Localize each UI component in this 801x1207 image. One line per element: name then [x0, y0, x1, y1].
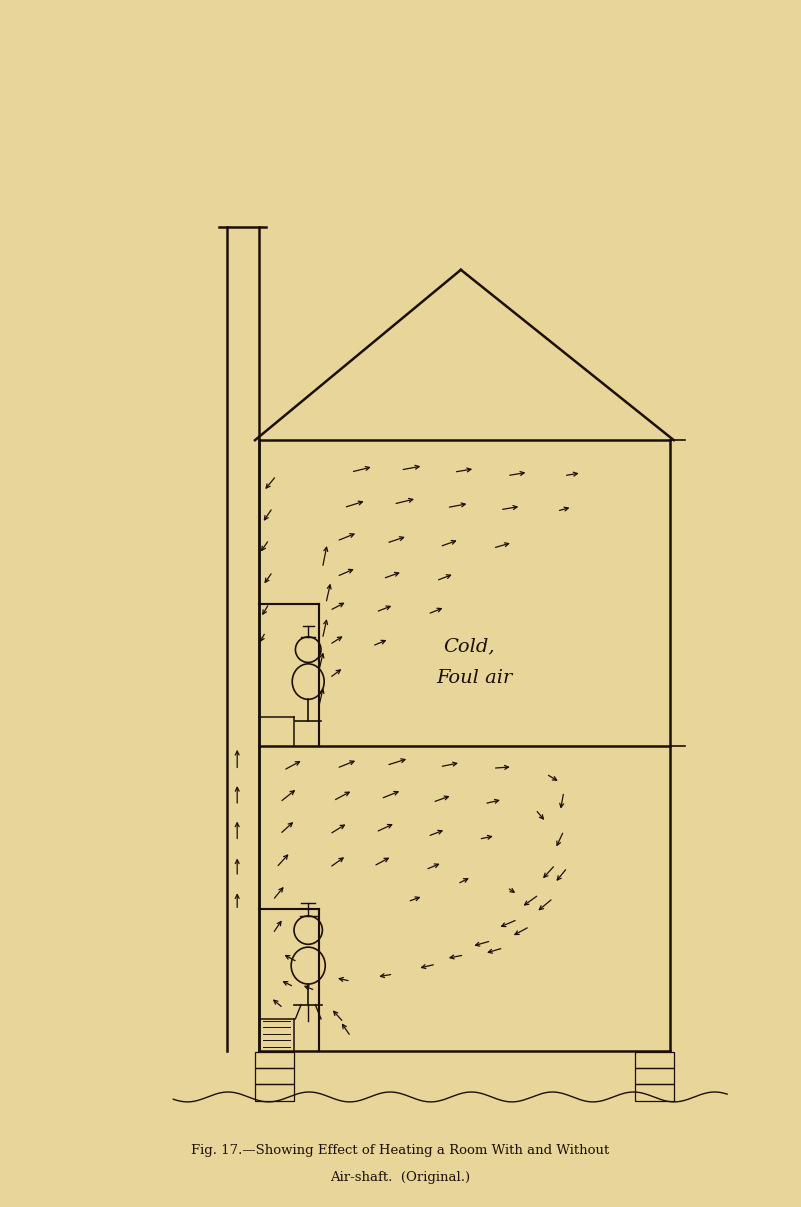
- Text: Cold,: Cold,: [443, 637, 495, 655]
- Bar: [635, 1068, 674, 1084]
- Bar: [635, 1084, 674, 1101]
- Bar: [635, 1051, 674, 1068]
- Bar: [255, 1051, 294, 1068]
- Text: Air-shaft.  (Original.): Air-shaft. (Original.): [331, 1171, 470, 1184]
- Bar: [255, 1068, 294, 1084]
- Text: Fig. 17.—Showing Effect of Heating a Room With and Without: Fig. 17.—Showing Effect of Heating a Roo…: [191, 1144, 610, 1156]
- Bar: [255, 1084, 294, 1101]
- Text: Foul air: Foul air: [436, 669, 513, 687]
